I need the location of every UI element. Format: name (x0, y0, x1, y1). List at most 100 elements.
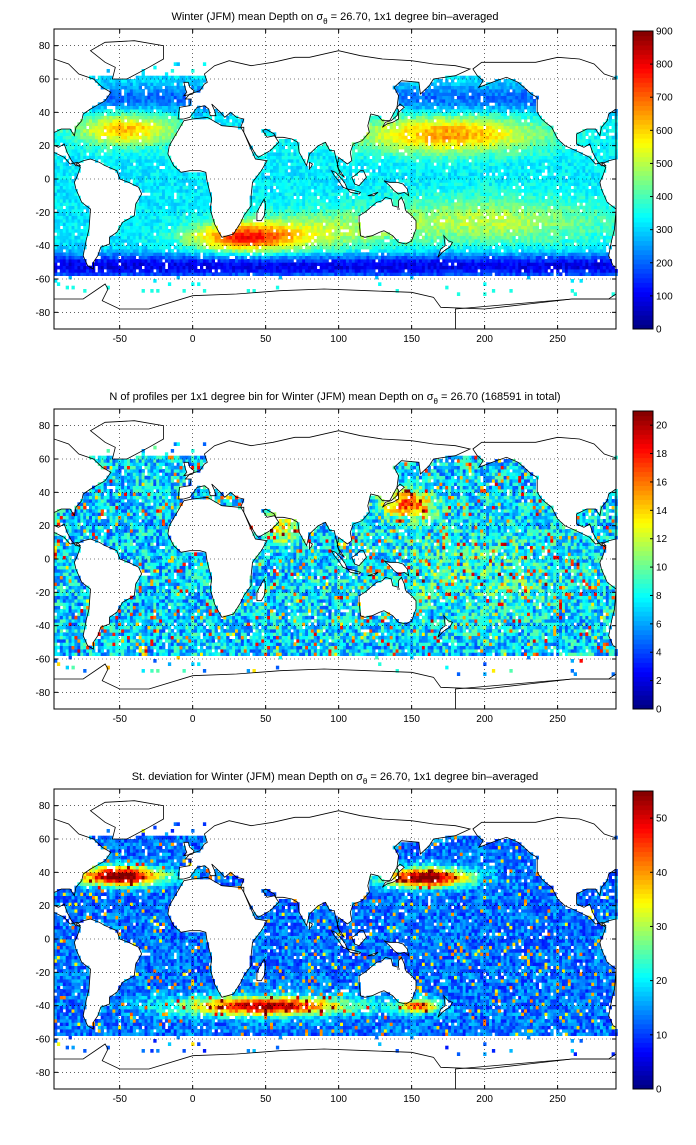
heatmap-cell (191, 245, 195, 250)
heatmap-cell (471, 225, 475, 230)
heatmap-cell (556, 182, 560, 186)
heatmap-cell (456, 209, 461, 213)
heatmap-cell (185, 192, 189, 196)
heatmap-cell (235, 269, 239, 273)
heatmap-cell (445, 229, 449, 233)
heatmap-cell (559, 222, 563, 226)
heatmap-cell (121, 272, 125, 276)
heatmap-cell (83, 205, 87, 210)
heatmap-cell (71, 269, 75, 273)
heatmap-cell (162, 215, 166, 220)
heatmap-cell (182, 252, 186, 256)
heatmap-cell (524, 192, 528, 196)
heatmap-cell (299, 255, 303, 260)
heatmap-cell (337, 229, 341, 233)
heatmap-cell (597, 272, 601, 276)
heatmap-cell (156, 202, 160, 206)
heatmap-cell (392, 179, 396, 183)
heatmap-cell (602, 262, 607, 266)
heatmap-cell (451, 265, 455, 270)
heatmap-cell (173, 212, 177, 216)
heatmap-cell (319, 272, 323, 276)
heatmap-cell (416, 249, 420, 253)
heatmap-cell (258, 259, 262, 263)
heatmap-cell (164, 189, 169, 193)
heatmap-cell (500, 219, 504, 223)
heatmap-cell (296, 179, 300, 183)
heatmap-cell (489, 192, 493, 196)
heatmap-cell (296, 229, 300, 233)
heatmap-cell (424, 185, 429, 190)
heatmap-cell (153, 245, 157, 250)
heatmap-cell (418, 269, 423, 273)
heatmap-cell (445, 182, 449, 186)
heatmap-cell (465, 225, 469, 230)
heatmap-cell (439, 185, 443, 190)
heatmap-cell (527, 175, 531, 180)
heatmap-cell (597, 229, 601, 233)
heatmap-cell (538, 269, 542, 273)
heatmap-cell (334, 232, 338, 236)
heatmap-cell (597, 185, 601, 190)
heatmap-cell (474, 262, 478, 266)
heatmap-cell (395, 252, 399, 256)
heatmap-cell (451, 262, 455, 266)
heatmap-cell (381, 239, 385, 243)
heatmap-cell (369, 172, 373, 176)
heatmap-cell (173, 185, 177, 190)
heatmap-cell (562, 265, 566, 270)
heatmap-cell (217, 245, 221, 250)
heatmap-cell (202, 195, 207, 200)
heatmap-cell (527, 225, 531, 230)
heatmap-cell (567, 215, 572, 220)
heatmap-cell (147, 235, 151, 240)
heatmap-cell (527, 185, 531, 190)
heatmap-cell (252, 199, 256, 203)
heatmap-cell (567, 185, 572, 190)
heatmap-cell (56, 255, 61, 260)
heatmap-cell (305, 202, 309, 206)
heatmap-cell (556, 179, 560, 183)
heatmap-cell (582, 219, 586, 223)
heatmap-cell (518, 245, 522, 250)
heatmap-cell (173, 205, 177, 210)
heatmap-cell (582, 239, 586, 243)
heatmap-cell (249, 235, 253, 240)
heatmap-cell (524, 189, 528, 193)
heatmap-cell (319, 172, 323, 176)
heatmap-cell (275, 245, 280, 250)
heatmap-cell (541, 265, 545, 270)
heatmap-cell (170, 195, 175, 200)
heatmap-cell (547, 205, 551, 210)
heatmap-cell (299, 215, 303, 220)
heatmap-cell (389, 249, 393, 253)
heatmap-cell (208, 249, 212, 253)
heatmap-cell (179, 249, 183, 253)
heatmap-cell (348, 215, 353, 220)
heatmap-cell (421, 249, 426, 253)
heatmap-cell (71, 199, 75, 203)
heatmap-cell (570, 189, 574, 193)
heatmap-cell (424, 272, 429, 276)
heatmap-cell (512, 225, 516, 230)
heatmap-cell (185, 242, 189, 246)
heatmap-cell (290, 182, 294, 186)
heatmap-cell (456, 272, 461, 276)
heatmap-cell (176, 179, 180, 183)
heatmap-cell (54, 205, 58, 210)
heatmap-cell (585, 172, 589, 176)
heatmap-cell (599, 249, 604, 253)
heatmap-cell (599, 202, 604, 206)
heatmap-cell (585, 179, 589, 183)
heatmap-cell (395, 175, 399, 180)
heatmap-cell (313, 255, 318, 260)
heatmap-cell (562, 229, 566, 233)
heatmap-cell (156, 235, 160, 240)
heatmap-cell (451, 269, 455, 273)
heatmap-cell (305, 169, 309, 173)
heatmap-cell (313, 232, 318, 236)
heatmap-cell (141, 182, 145, 186)
heatmap-cell (141, 215, 145, 220)
heatmap-cell (179, 265, 183, 270)
heatmap-cell (474, 209, 478, 213)
